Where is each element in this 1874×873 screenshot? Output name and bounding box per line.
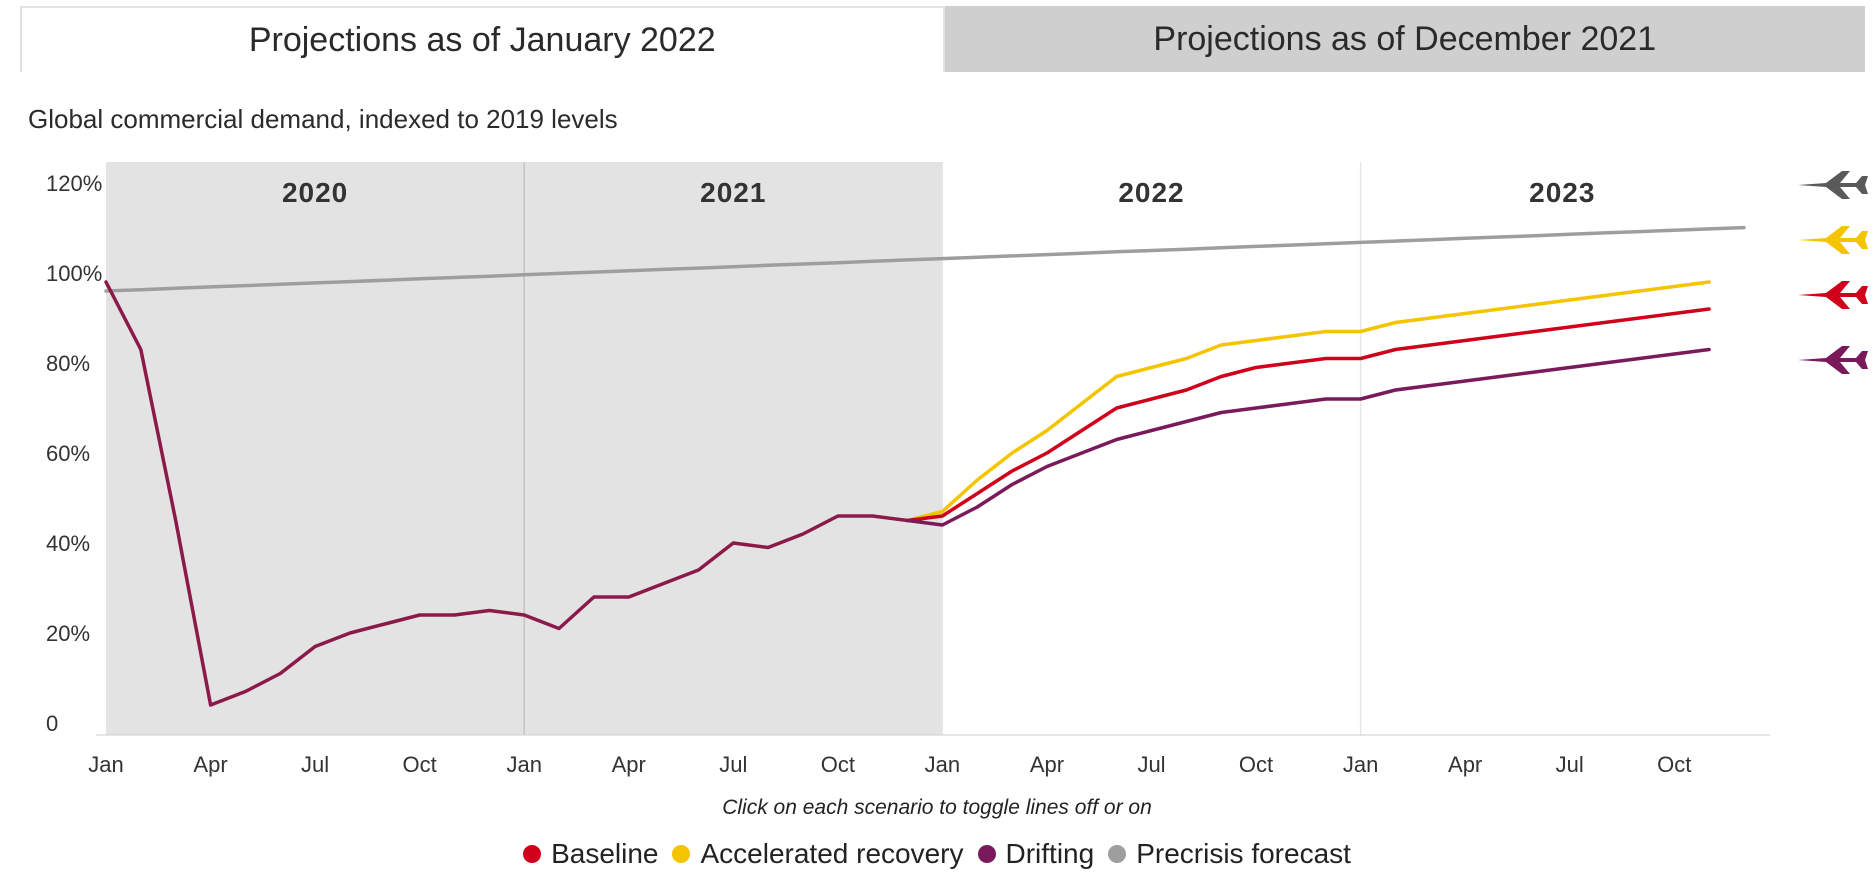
x-tick-label: Jan <box>925 752 960 777</box>
plane-icon-drifting <box>1798 346 1868 374</box>
tab-january-2022[interactable]: Projections as of January 2022 <box>20 6 945 72</box>
legend-label-baseline: Baseline <box>551 838 659 869</box>
x-tick-label: Oct <box>1657 752 1691 777</box>
legend-dot-drifting <box>977 845 996 863</box>
x-tick-label: Jul <box>719 752 747 777</box>
legend-item-drifting[interactable]: Drifting <box>977 838 1095 870</box>
x-tick-label: Jan <box>506 752 541 777</box>
y-tick-label: 120% <box>46 171 102 196</box>
plane-icon-accelerated <box>1798 226 1868 254</box>
x-tick-label: Apr <box>1448 752 1482 777</box>
legend-label-drifting: Drifting <box>1005 838 1095 869</box>
y-tick-label: 0 <box>46 711 58 736</box>
x-tick-label: Oct <box>821 752 855 777</box>
legend-item-baseline[interactable]: Baseline <box>523 838 658 870</box>
series-line-history <box>104 280 910 707</box>
x-tick-label: Jan <box>88 752 123 777</box>
year-label-2020: 2020 <box>282 177 348 208</box>
y-tick-label: 80% <box>46 351 90 376</box>
legend: Baseline Accelerated recovery Drifting P… <box>0 838 1874 870</box>
history-shading-2021 <box>524 162 943 735</box>
tab-december-2021[interactable]: Projections as of December 2021 <box>944 6 1865 72</box>
series-line-baseline <box>905 307 1711 523</box>
chart-subtitle: Global commercial demand, indexed to 201… <box>28 104 618 134</box>
legend-item-accelerated[interactable]: Accelerated recovery <box>672 838 964 870</box>
series-line-drifting <box>905 347 1711 527</box>
scenario-tabs: Projections as of January 2022 Projectio… <box>20 6 1865 72</box>
series-line-accelerated-recovery <box>905 280 1711 523</box>
plane-shape <box>1798 346 1868 374</box>
x-tick-label: Jul <box>1556 752 1584 777</box>
x-tick-label: Jul <box>301 752 329 777</box>
plane-icon-baseline <box>1798 281 1868 309</box>
y-tick-label: 40% <box>46 531 90 556</box>
history-shading-2020 <box>106 162 525 735</box>
x-tick-label: Oct <box>403 752 437 777</box>
legend-dot-precrisis <box>1108 845 1127 863</box>
plane-icon-precrisis <box>1798 171 1868 199</box>
legend-label-precrisis: Precrisis forecast <box>1136 838 1351 869</box>
y-tick-label: 60% <box>46 441 90 466</box>
series-line-precrisis-forecast <box>104 225 1746 293</box>
legend-dot-baseline <box>523 845 542 863</box>
toggle-instruction: Click on each scenario to toggle lines o… <box>722 796 1152 819</box>
legend-dot-accelerated <box>672 845 691 863</box>
plane-shape <box>1798 281 1868 309</box>
legend-item-precrisis[interactable]: Precrisis forecast <box>1108 838 1351 870</box>
x-tick-label: Jan <box>1343 752 1378 777</box>
year-label-2022: 2022 <box>1118 177 1184 208</box>
year-label-2021: 2021 <box>700 177 766 208</box>
legend-label-accelerated: Accelerated recovery <box>700 838 964 869</box>
y-tick-label: 20% <box>46 621 90 646</box>
x-tick-label: Oct <box>1239 752 1273 777</box>
x-tick-label: Jul <box>1137 752 1165 777</box>
plane-shape <box>1798 226 1868 254</box>
x-tick-label: Apr <box>193 752 227 777</box>
plane-shape <box>1798 171 1868 199</box>
year-label-2023: 2023 <box>1529 177 1595 208</box>
x-tick-label: Apr <box>1030 752 1064 777</box>
y-tick-label: 100% <box>46 261 102 286</box>
x-tick-label: Apr <box>612 752 646 777</box>
